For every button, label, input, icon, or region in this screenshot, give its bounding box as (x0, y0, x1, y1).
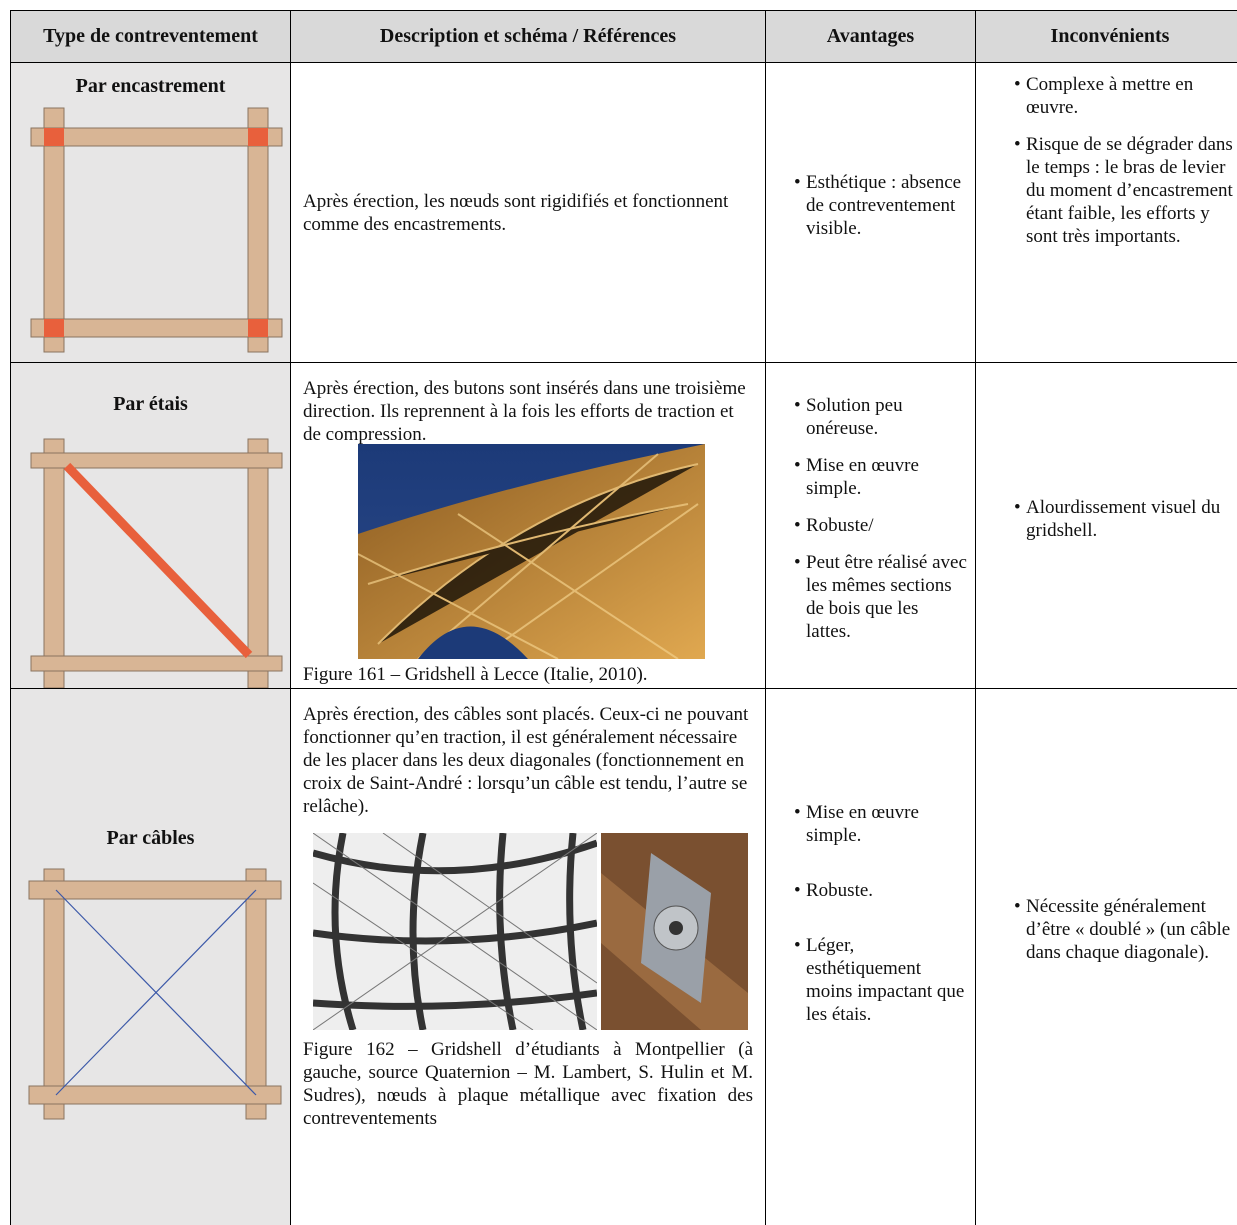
description-cell: Après érection, les nœuds sont rigidifié… (290, 62, 766, 363)
list-item: Peut être réalisé avec les mêmes section… (794, 551, 967, 643)
disadvantages-cell: Nécessite généralement d’être « doublé »… (975, 688, 1237, 1225)
list-item: Risque de se dégrader dans le temps : le… (1014, 133, 1236, 248)
advantages-list: Mise en œuvre simple. Robuste. Léger, esth… (794, 801, 967, 1026)
header-text: Description et schéma / Références (379, 25, 677, 47)
list-item: Robuste/ (794, 514, 967, 537)
header-text: Inconvénients (1050, 25, 1170, 47)
list-item: Mise en œuvre simple. (794, 454, 967, 500)
header-text: Type de contreventement (43, 25, 258, 47)
list-item: Alourdissement visuel du gridshell. (1014, 496, 1236, 542)
disadvantages-list: Alourdissement visuel du gridshell. (1014, 496, 1236, 556)
header-cell: Description et schéma / Références (290, 10, 766, 63)
type-title: Par câbles (106, 827, 195, 849)
header-text: Avantages (826, 25, 915, 47)
advantages-cell: Solution peu onéreuse. Mise en œuvre simp… (765, 362, 976, 689)
disadvantages-list: Complexe à mettre en œuvre. Risque de se … (1014, 73, 1236, 248)
type-cell: Par câbles (10, 688, 291, 1225)
disadvantages-list: Nécessite généralement d’être « doublé »… (1014, 895, 1236, 964)
description: Après érection, des câbles sont placés. … (303, 704, 749, 817)
type-cell: Par étais (10, 362, 291, 689)
disadvantages-cell: Alourdissement visuel du gridshell. (975, 362, 1237, 689)
description: Après érection, les nœuds sont rigidifié… (303, 190, 729, 235)
list-item: Robuste. (794, 879, 967, 902)
advantages-list: Solution peu onéreuse. Mise en œuvre simp… (794, 394, 967, 657)
photo (313, 833, 597, 1030)
type-cell: Par encastrement (10, 62, 291, 363)
list-item: Nécessite généralement d’être « doublé »… (1014, 895, 1236, 964)
list-item: Complexe à mettre en œuvre. (1014, 73, 1236, 119)
diagram (30, 438, 283, 689)
description: Après érection, des butons sont insérés … (303, 378, 746, 445)
list-item: Esthétique : absence de contreventement … (794, 171, 967, 240)
advantages-cell: Mise en œuvre simple. Robuste. Léger, esth… (765, 688, 976, 1225)
list-item: Solution peu onéreuse. (794, 394, 967, 440)
advantages-list: Esthétique : absence de contreventement … (794, 171, 967, 254)
figure-caption: Figure 162 – Gridshell d’étudiants à Mon… (303, 1039, 753, 1129)
header-cell: Inconvénients (975, 10, 1237, 63)
type-title: Par encastrement (75, 75, 226, 97)
disadvantages-cell: Complexe à mettre en œuvre. Risque de se … (975, 62, 1237, 363)
header-cell: Type de contreventement (10, 10, 291, 63)
diagram (30, 107, 283, 353)
advantages-cell: Esthétique : absence de contreventement … (765, 62, 976, 363)
photo (601, 833, 748, 1030)
list-item: Mise en œuvre simple. (794, 801, 967, 847)
type-title: Par étais (113, 393, 188, 415)
diagram (28, 868, 282, 1120)
figure-caption: Figure 161 – Gridshell à Lecce (Italie, … (303, 664, 648, 685)
photo (358, 444, 705, 659)
header-cell: Avantages (765, 10, 976, 63)
list-item: Léger, esthétiquement moins impactant qu… (794, 934, 967, 1026)
description-cell: Après érection, des câbles sont placés. … (290, 688, 766, 1225)
description-cell: Après érection, des butons sont insérés … (290, 362, 766, 689)
